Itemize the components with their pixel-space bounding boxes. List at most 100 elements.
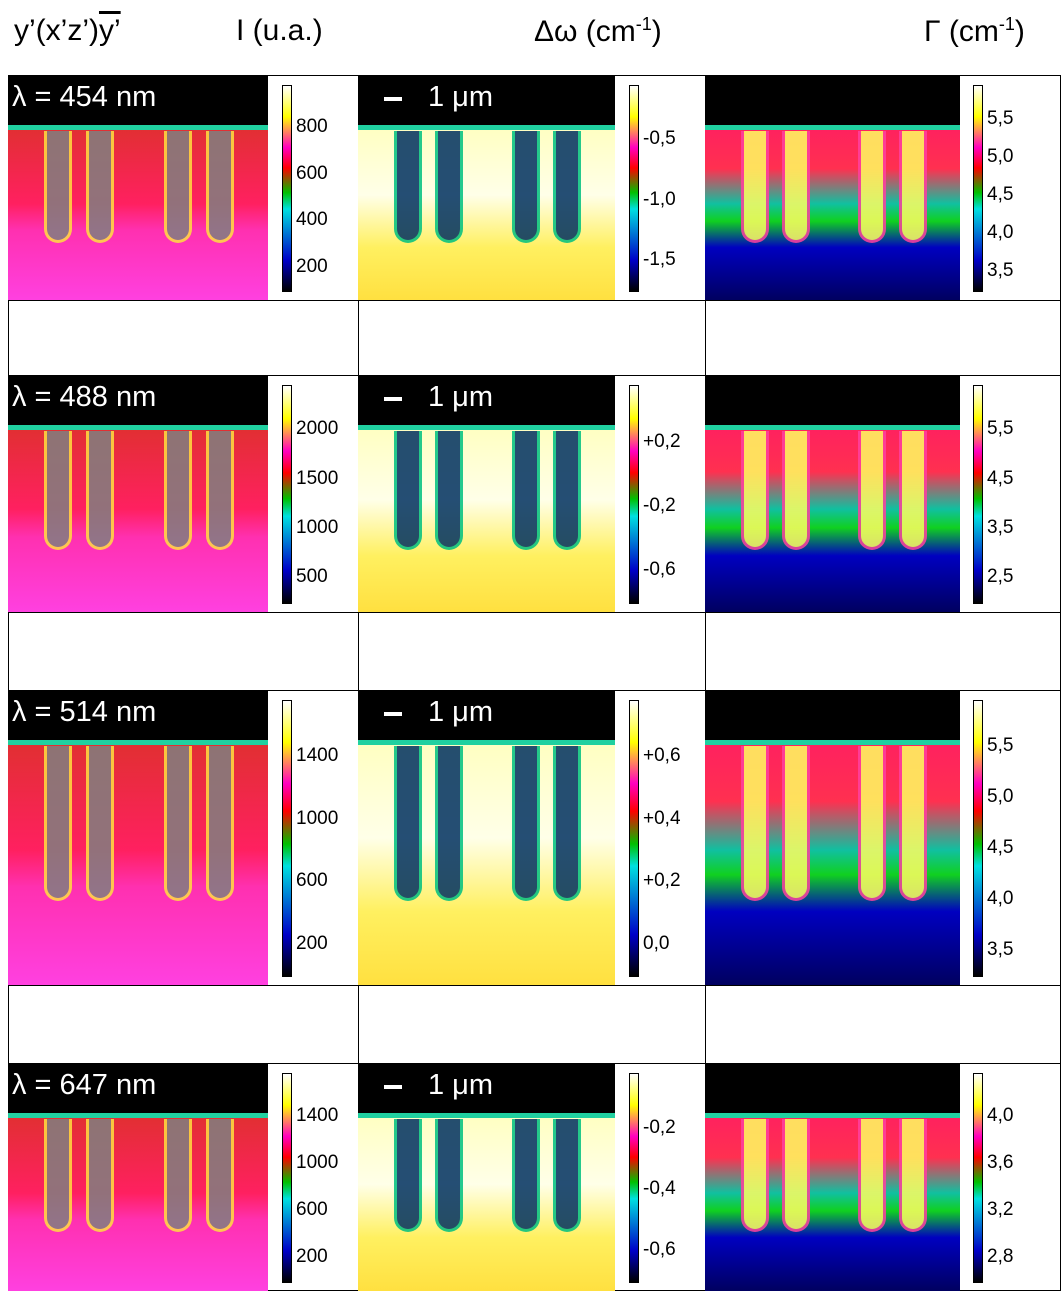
surface-line bbox=[8, 1113, 268, 1118]
trench bbox=[435, 746, 464, 901]
colorbar-tick-label: 600 bbox=[296, 870, 328, 892]
colorbar-tick-label: 800 bbox=[296, 115, 328, 137]
scale-bar bbox=[384, 712, 402, 716]
trench bbox=[164, 1119, 192, 1233]
trench bbox=[393, 131, 422, 243]
colorbar-tick-label: 1400 bbox=[296, 745, 339, 767]
scale-bar bbox=[384, 1085, 402, 1089]
cell-border bbox=[8, 300, 1060, 301]
colorbar bbox=[973, 85, 983, 292]
surface-line bbox=[705, 1113, 960, 1118]
trench bbox=[781, 1119, 810, 1233]
trench bbox=[781, 746, 810, 901]
colorbar-tick-label: -0,6 bbox=[643, 559, 676, 581]
trench bbox=[164, 131, 192, 243]
header-bar: 1 μm bbox=[358, 75, 615, 125]
colorbar-tick-label: 5,5 bbox=[987, 734, 1014, 756]
colorbar-tick-label: 3,5 bbox=[987, 938, 1014, 960]
colorbar-tick-label: 3,5 bbox=[987, 517, 1014, 539]
trench bbox=[781, 431, 810, 550]
trench bbox=[435, 1119, 464, 1233]
colorbar-tick-label: 1000 bbox=[296, 807, 339, 829]
colorbar-tick-label: +0,2 bbox=[643, 870, 681, 892]
trench bbox=[858, 1119, 886, 1233]
header-bar bbox=[705, 75, 960, 125]
trench bbox=[86, 1119, 114, 1233]
colorbar-tick-label: -1,0 bbox=[643, 188, 676, 210]
header-bar: 1 μm bbox=[358, 690, 615, 740]
trench bbox=[86, 131, 114, 243]
trench bbox=[858, 746, 886, 901]
surface-line bbox=[705, 740, 960, 745]
colorbar-tick-label: -0,6 bbox=[643, 1239, 676, 1261]
trench bbox=[86, 746, 114, 901]
colorbar-tick-label: 1000 bbox=[296, 517, 339, 539]
header-bar bbox=[705, 1063, 960, 1113]
colorbar-tick-label: -0,2 bbox=[643, 1117, 676, 1139]
trench bbox=[553, 431, 582, 550]
colorbar bbox=[629, 1073, 639, 1283]
colorbar-tick-label: 200 bbox=[296, 932, 328, 954]
raman-map bbox=[705, 740, 960, 985]
raman-map bbox=[358, 740, 615, 985]
trench bbox=[740, 131, 769, 243]
trench bbox=[898, 1119, 927, 1233]
colorbar-tick-label: 500 bbox=[296, 566, 328, 588]
colorbar-tick-label: +0,4 bbox=[643, 807, 681, 829]
colorbar-tick-label: +0,2 bbox=[643, 431, 681, 453]
colorbar-tick-label: -0,5 bbox=[643, 128, 676, 150]
colorbar-tick-label: -1,5 bbox=[643, 248, 676, 270]
colorbar-tick-label: +0,6 bbox=[643, 745, 681, 767]
colorbar bbox=[282, 1073, 292, 1283]
colorbar bbox=[629, 385, 639, 604]
raman-map bbox=[8, 740, 268, 985]
trench bbox=[858, 431, 886, 550]
scale-label: 1 μm bbox=[428, 381, 494, 413]
intensity-label: I (u.a.) bbox=[236, 14, 323, 47]
colorbar bbox=[973, 1073, 983, 1283]
cell-border bbox=[8, 75, 9, 1291]
surface-line bbox=[358, 125, 615, 130]
raman-map bbox=[8, 425, 268, 612]
trench bbox=[740, 1119, 769, 1233]
trench bbox=[435, 131, 464, 243]
header-bar: λ = 647 nm bbox=[8, 1063, 268, 1113]
trench bbox=[512, 746, 541, 901]
cell-border bbox=[358, 75, 359, 1291]
colorbar-tick-label: 3,2 bbox=[987, 1199, 1014, 1221]
width-text: Γ (cm bbox=[924, 15, 999, 48]
colorbar-tick-label: 1500 bbox=[296, 467, 339, 489]
colorbar-tick-label: 2000 bbox=[296, 418, 339, 440]
trench bbox=[44, 131, 73, 243]
trench bbox=[393, 1119, 422, 1233]
colorbar-tick-label: 4,5 bbox=[987, 467, 1014, 489]
shift-close: ) bbox=[651, 15, 662, 48]
colorbar-tick-label: 600 bbox=[296, 162, 328, 184]
colorbar-tick-label: 5,5 bbox=[987, 418, 1014, 440]
scale-label: 1 μm bbox=[428, 696, 494, 728]
raman-map bbox=[358, 1113, 615, 1291]
colorbar-tick-label: 400 bbox=[296, 209, 328, 231]
colorbar-tick-label: 2,5 bbox=[987, 566, 1014, 588]
surface-line bbox=[8, 740, 268, 745]
colorbar-tick-label: 5,0 bbox=[987, 146, 1014, 168]
trench bbox=[435, 431, 464, 550]
trench bbox=[898, 746, 927, 901]
trench bbox=[393, 431, 422, 550]
cell-border bbox=[8, 985, 1060, 986]
trench bbox=[44, 746, 73, 901]
colorbar-tick-label: 4,5 bbox=[987, 836, 1014, 858]
surface-line bbox=[705, 425, 960, 430]
trench bbox=[898, 131, 927, 243]
surface-line bbox=[8, 425, 268, 430]
raman-map bbox=[8, 125, 268, 300]
header-bar bbox=[705, 375, 960, 425]
colorbar-tick-label: 4,0 bbox=[987, 222, 1014, 244]
trench bbox=[553, 1119, 582, 1233]
colorbar-tick-label: 3,6 bbox=[987, 1151, 1014, 1173]
colorbar-tick-label: 1000 bbox=[296, 1151, 339, 1173]
colorbar bbox=[973, 385, 983, 604]
raman-map bbox=[705, 425, 960, 612]
shift-exp: -1 bbox=[635, 14, 652, 34]
